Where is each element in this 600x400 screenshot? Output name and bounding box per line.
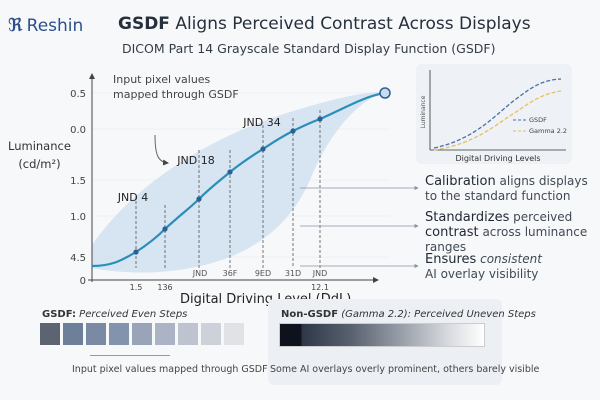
logo: ℜ Reshin (8, 15, 83, 36)
curve-point (162, 226, 168, 232)
gray-swatch (63, 323, 83, 345)
gray-swatch (109, 323, 129, 345)
y-tick: 4.5 (70, 253, 86, 264)
gray-swatch (155, 323, 175, 345)
chart-note: Input pixel values mapped through GSDF (113, 73, 239, 101)
confidence-band (92, 92, 385, 273)
bullet-calibration: Calibration aligns displays to the standa… (425, 174, 588, 203)
logo-mark-icon: ℜ (8, 15, 23, 36)
inset-y-label: Luminance (420, 95, 427, 128)
gray-swatch (86, 323, 106, 345)
gray-swatch (178, 323, 198, 345)
y-tick: 0.5 (70, 89, 86, 100)
curve-point (227, 169, 233, 175)
gray-swatch (132, 323, 152, 345)
bottom-label: JND (312, 269, 328, 278)
gsdf-arrow (90, 355, 170, 356)
gsdf-caption: Input pixel values mapped through GSDF (72, 364, 268, 375)
gray-swatch (224, 323, 244, 345)
gray-swatch (201, 323, 221, 345)
bottom-label: 36F (223, 269, 238, 278)
curve-point (260, 146, 266, 152)
gamma-line (433, 90, 562, 151)
x-tick: 1.5 (130, 283, 143, 292)
bottom-label: JND (192, 269, 208, 278)
comparison-inset: Luminance Digital Driving Levels GSDF Ga… (416, 64, 572, 164)
curve-point (317, 116, 323, 122)
page-title: GSDF Aligns Perceived Contrast Across Di… (118, 14, 531, 34)
gsdf-label: GSDF: Perceived Even Steps (42, 309, 188, 320)
legend-gamma: Gamma 2.2 (529, 127, 567, 135)
jnd-label: JND 4 (117, 191, 148, 204)
bottom-label: 9ED (255, 269, 271, 278)
y-tick: 1.0 (70, 212, 86, 223)
jnd-label: JND 34 (242, 116, 280, 129)
bottom-label: 31D (285, 269, 301, 278)
bullet-ensures: Ensures consistent AI overlay visibility (425, 252, 542, 281)
y-axis-label: Luminance (cd/m²) (8, 139, 71, 171)
gamma-gradient-bar (279, 323, 485, 347)
gray-swatch (40, 323, 60, 345)
x-tick: 136 (157, 283, 172, 292)
curve-point (133, 249, 139, 255)
bullet-standardizes: Standardizes perceived contrast across lu… (425, 210, 588, 254)
non-gsdf-label: Non-GSDF (Gamma 2.2): Perceived Uneven S… (281, 309, 536, 320)
legend-gsdf: GSDF (529, 116, 547, 124)
y-tick: 0 (80, 276, 86, 287)
curve-endpoint (379, 87, 391, 99)
note-arrow (154, 134, 169, 166)
y-tick: 1.5 (70, 176, 86, 187)
jnd-label: JND 18 (176, 154, 214, 167)
x-tick: 12.1 (311, 283, 329, 292)
inset-x-label: Digital Driving Levels (455, 154, 540, 163)
y-tick: 0.0 (70, 125, 86, 136)
curve-point (196, 196, 202, 202)
non-gsdf-caption: Some AI overlays overly prominent, other… (270, 364, 540, 375)
curve-point (290, 128, 296, 134)
logo-text: Reshin (26, 15, 84, 36)
page-subtitle: DICOM Part 14 Grayscale Standard Display… (122, 41, 496, 56)
gsdf-line (433, 78, 562, 149)
